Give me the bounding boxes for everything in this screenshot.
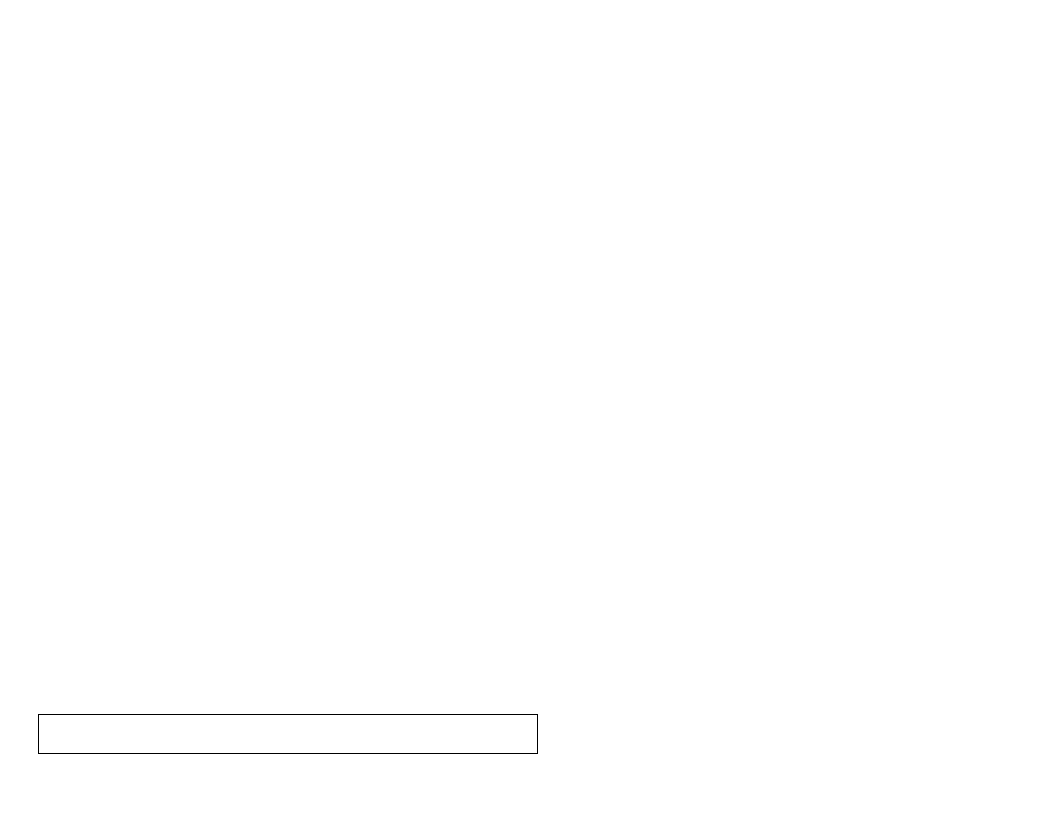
colorbar-ticks xyxy=(38,754,538,774)
colorbar-gradient xyxy=(38,714,538,754)
colorbar-block xyxy=(38,714,538,777)
